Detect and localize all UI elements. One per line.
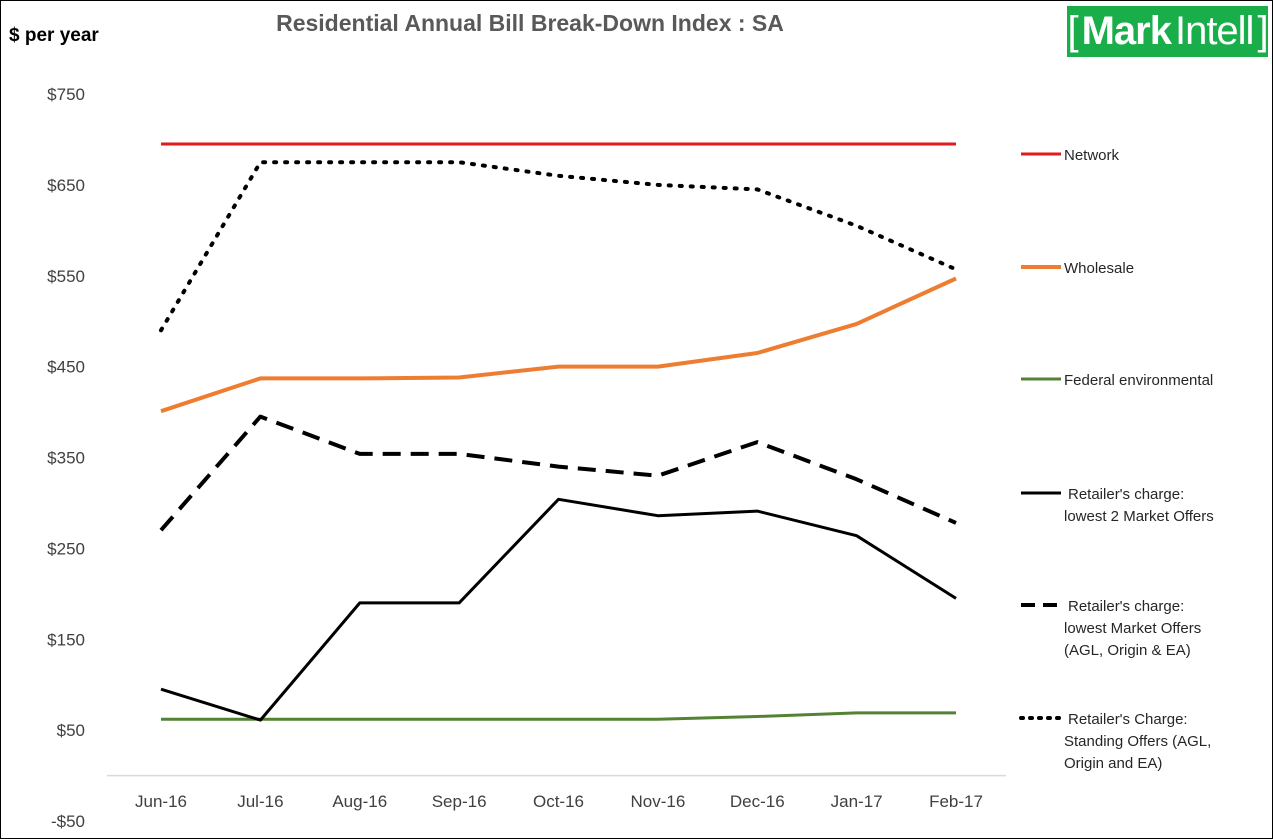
x-tick-label: Jul-16 [237, 792, 283, 811]
logo-bracket-right: ] [1257, 9, 1268, 53]
y-tick-label: -$50 [51, 812, 85, 831]
legend-label-6: Origin and EA) [1064, 755, 1162, 772]
x-axis-ticks: Jun-16 Jul-16 Aug-16 Sep-16 Oct-16 Nov-16 Dec-… [135, 792, 983, 811]
x-tick-label: Sep-16 [432, 792, 487, 811]
series-line-2 [160, 276, 957, 414]
x-tick-label: Nov-16 [630, 792, 685, 811]
chart-title: Residential Annual Bill Break-Down Index… [276, 10, 784, 36]
legend-label-5: lowest Market Offers [1064, 620, 1201, 637]
series-line-5 [159, 414, 957, 532]
y-tick-label: $350 [47, 449, 85, 468]
series-line-3 [161, 711, 956, 721]
series-line-4 [160, 497, 957, 722]
logo-word-intell: Intell [1174, 9, 1254, 53]
x-tick-label: Oct-16 [533, 792, 584, 811]
y-axis-label: $ per year [9, 25, 99, 46]
y-tick-label: $450 [47, 358, 85, 377]
series-lines [159, 142, 958, 722]
legend-label-6: Standing Offers (AGL, [1064, 733, 1211, 750]
legend-label-1: Network [1064, 147, 1120, 164]
markintell-logo: [ Mark Intell ] [1067, 6, 1269, 57]
legend-label-5: Retailer's charge: [1068, 598, 1184, 615]
x-tick-label: Aug-16 [332, 792, 387, 811]
series-line-6 [159, 160, 958, 333]
logo-word-mark: Mark [1081, 9, 1172, 53]
y-tick-label: $150 [47, 630, 85, 649]
legend-label-4: lowest 2 Market Offers [1064, 508, 1214, 525]
x-tick-label: Dec-16 [730, 792, 785, 811]
legend-label-5: (AGL, Origin & EA) [1064, 642, 1191, 659]
legend-label-6: Retailer's Charge: [1068, 711, 1188, 728]
x-tick-label: Jan-17 [831, 792, 883, 811]
y-tick-label: $550 [47, 267, 85, 286]
logo-bracket-left: [ [1067, 9, 1078, 53]
legend: Network Wholesale Federal environmental Ret… [1019, 147, 1214, 772]
x-tick-label: Jun-16 [135, 792, 187, 811]
legend-label-3: Federal environmental [1064, 372, 1213, 389]
legend-label-2: Wholesale [1064, 260, 1134, 277]
y-tick-label: $750 [47, 85, 85, 104]
legend-label-4: Retailer's charge: [1068, 486, 1184, 503]
y-tick-label: $50 [57, 721, 85, 740]
y-axis-ticks: -$50 $50 $150 $250 $350 $450 $550 $650 $750 [47, 85, 85, 831]
y-tick-label: $650 [47, 176, 85, 195]
x-tick-label: Feb-17 [929, 792, 983, 811]
y-tick-label: $250 [47, 539, 85, 558]
